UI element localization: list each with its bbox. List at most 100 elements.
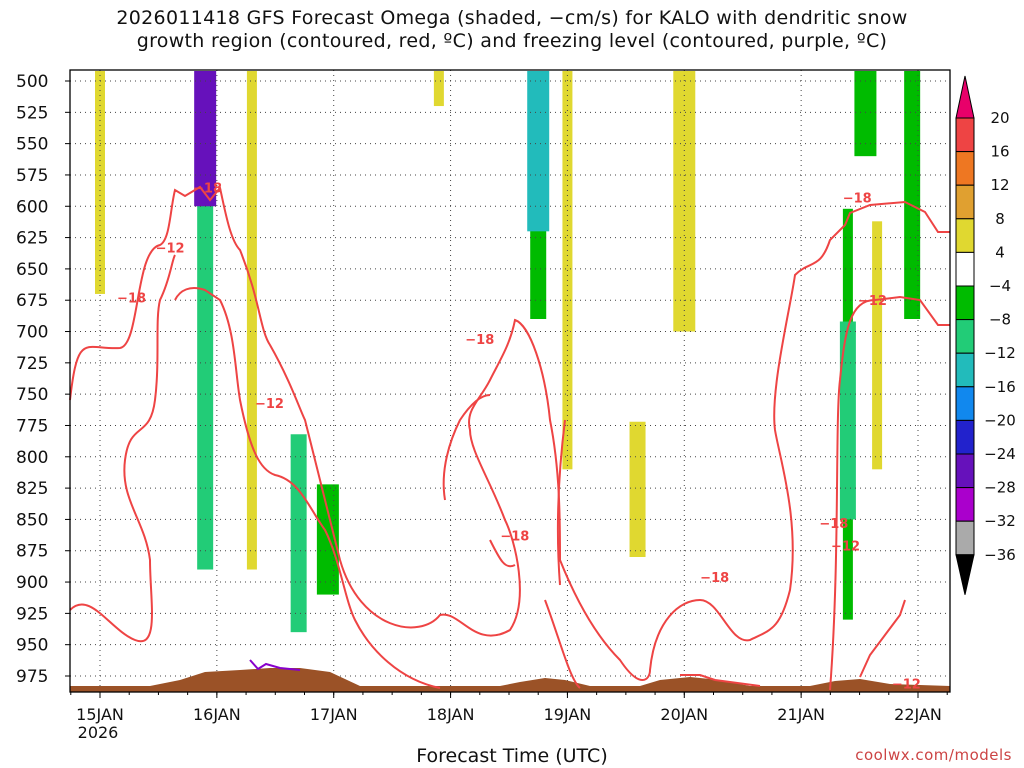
omega-shade-14 — [854, 71, 877, 157]
grid-lines — [70, 70, 950, 692]
y-tick-label-625: 625 — [16, 229, 48, 249]
colorbar-bottom-arrow — [955, 554, 975, 595]
contour-minus12-west — [174, 287, 441, 689]
contour-minus18-inner — [489, 539, 516, 568]
chart-title-line-1: 2026011418 GFS Forecast Omega (shaded, −… — [116, 7, 908, 29]
omega-shade-0 — [95, 71, 105, 294]
x-tick-label-20JAN: 20JAN — [660, 705, 708, 724]
y-tick-label-875: 875 — [16, 542, 48, 562]
y-tick-label-750: 750 — [16, 385, 48, 405]
colorbar-seg-7 — [955, 319, 975, 354]
x-axis-title: Forecast Time (UTC) — [416, 745, 608, 767]
freezing-level-contour — [249, 659, 301, 671]
y-tick-label-825: 825 — [16, 479, 48, 499]
colorbar-label-2: 12 — [990, 176, 1009, 194]
omega-shade-13 — [839, 321, 856, 520]
y-tick-label-925: 925 — [16, 604, 48, 624]
colorbar-label-5: −4 — [989, 277, 1011, 295]
omega-shade-8 — [527, 71, 550, 232]
contour-label-5: −18 — [500, 530, 529, 545]
colorbar-label-3: 8 — [995, 210, 1005, 228]
contour-label-6: −18 — [700, 571, 729, 586]
omega-shade-2 — [194, 71, 217, 207]
colorbar-seg-11 — [955, 453, 975, 489]
colorbar-label-10: −24 — [984, 445, 1016, 463]
contour-label-1: −12 — [156, 242, 185, 257]
colorbar-seg-8 — [955, 352, 975, 388]
omega-shade-5 — [316, 484, 339, 595]
colorbar-label-1: 16 — [990, 143, 1009, 161]
x-tick-label-16JAN: 16JAN — [193, 705, 241, 724]
y-tick-label-800: 800 — [16, 448, 48, 468]
terrain-fill — [70, 668, 950, 692]
colorbar-label-0: 20 — [990, 109, 1009, 127]
contour-label-0: −18 — [193, 181, 222, 196]
y-tick-label-675: 675 — [16, 291, 48, 311]
colorbar-label-7: −12 — [984, 344, 1016, 362]
contour-minus12-low — [680, 599, 906, 687]
contour-label-2: −18 — [117, 292, 146, 307]
x-tick-label-17JAN: 17JAN — [310, 705, 358, 724]
contour-label-4: −18 — [465, 333, 494, 348]
colorbar-label-13: −36 — [984, 546, 1016, 564]
y-tick-label-500: 500 — [16, 72, 48, 92]
y-tick-label-550: 550 — [16, 135, 48, 155]
contour-label-11: −12 — [858, 294, 887, 309]
terrain-area — [70, 668, 950, 692]
x-tick-label-18JAN: 18JAN — [427, 705, 475, 724]
contour-label-10: −18 — [843, 191, 872, 206]
x-tick-label-21JAN: 21JAN — [777, 705, 825, 724]
colorbar-seg-10 — [955, 419, 975, 455]
contour-labels: −18 −12 −18 −12 −18 −18 −18 −18 −12 −12 −18 −12 — [117, 181, 921, 692]
colorbar-label-6: −8 — [989, 311, 1011, 329]
y-axis: 500 525 550 575 600 625 650 675 700 725 750 775 800 8… — [16, 72, 70, 687]
temperature-contours — [69, 185, 950, 691]
colorbar-seg-9 — [955, 386, 975, 421]
credit-watermark: coolwx.com/models — [855, 746, 1012, 764]
plot-frame — [69, 69, 951, 693]
y-tick-label-650: 650 — [16, 260, 48, 280]
contour-label-8: −12 — [831, 540, 860, 555]
colorbar-label-12: −32 — [984, 512, 1016, 530]
contour-minus18-west — [69, 254, 176, 643]
colorbar-seg-13 — [955, 520, 975, 556]
contour-minus18-main — [69, 185, 950, 681]
colorbar-label-4: 4 — [995, 243, 1005, 261]
colorbar-legend: 20 16 12 8 4 −4 −8 −12 −16 −20 −24 −28 −32 −36 — [955, 75, 1016, 595]
y-tick-label-700: 700 — [16, 323, 48, 343]
y-tick-label-725: 725 — [16, 354, 48, 374]
y-tick-label-900: 900 — [16, 573, 48, 593]
colorbar-seg-6 — [955, 285, 975, 321]
contour-label-3: −12 — [255, 397, 284, 412]
colorbar-seg-12 — [955, 487, 975, 522]
colorbar-label-8: −16 — [984, 378, 1016, 396]
colorbar-seg-1 — [955, 117, 975, 153]
x-tick-label-19JAN: 19JAN — [544, 705, 592, 724]
contour-minus18-lobe — [544, 419, 581, 689]
x-tick-label-15JAN: 15JAN — [76, 705, 124, 724]
chart-title-line-2: growth region (contoured, red, ºC) and f… — [136, 30, 888, 52]
omega-shade-16 — [904, 71, 921, 319]
contour-label-9: −12 — [892, 678, 921, 693]
contour-minus12-east — [829, 295, 950, 691]
y-tick-label-950: 950 — [16, 636, 48, 656]
y-tick-label-525: 525 — [16, 103, 48, 123]
colorbar-label-9: −20 — [984, 411, 1016, 429]
y-tick-label-600: 600 — [16, 197, 48, 217]
colorbar-seg-3 — [955, 184, 975, 220]
colorbar-seg-4 — [955, 218, 975, 253]
omega-shade-15 — [872, 221, 883, 470]
contour-minus18-branch — [442, 394, 491, 501]
y-tick-label-850: 850 — [16, 510, 48, 530]
y-tick-label-575: 575 — [16, 166, 48, 186]
contour-label-7: −18 — [819, 517, 848, 532]
x-tick-label-22JAN: 22JAN — [894, 705, 942, 724]
omega-shade-6 — [433, 71, 444, 107]
colorbar-seg-2 — [955, 151, 975, 186]
x-axis-year-label: 2026 — [78, 723, 119, 742]
omega-shade-4 — [290, 434, 307, 633]
colorbar-seg-5 — [955, 251, 975, 287]
x-axis: 2026 15JAN 16JAN 17JAN 18JAN 19JAN 20JAN 21JAN… — [70, 692, 948, 742]
y-tick-label-975: 975 — [16, 667, 48, 687]
